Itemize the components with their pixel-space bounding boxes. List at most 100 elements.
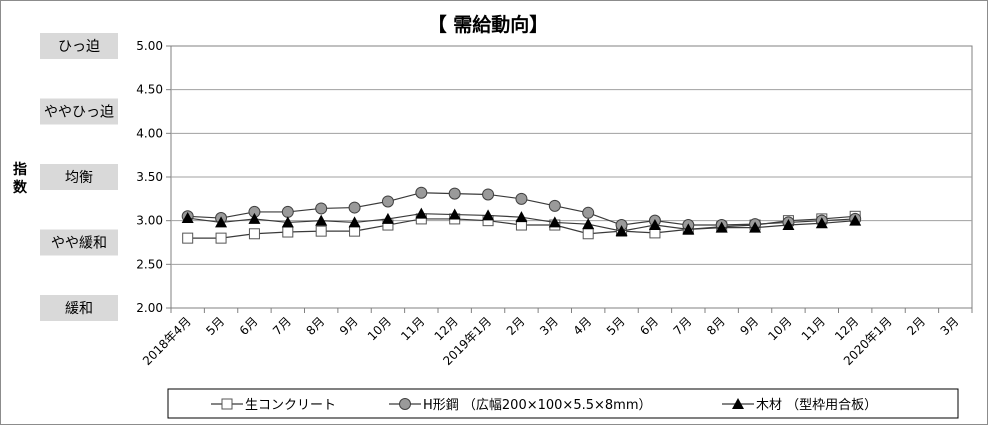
data-point xyxy=(248,228,260,240)
data-point xyxy=(448,187,461,200)
data-point xyxy=(749,221,762,233)
data-point xyxy=(849,214,862,226)
data-point xyxy=(381,195,394,208)
y-tick-label: 3.50 xyxy=(136,170,163,184)
data-point xyxy=(415,207,428,219)
legend-item: H形鋼 （広幅200×100×5.5×8mm） xyxy=(389,398,651,413)
x-tick-label: 3月 xyxy=(938,314,962,338)
y-axis-label-char-1: 指 xyxy=(13,161,27,178)
level-band-label: 緩和 xyxy=(65,301,93,317)
data-point xyxy=(615,225,628,237)
series-layer xyxy=(181,186,862,244)
data-point xyxy=(582,228,594,240)
x-tick-label: 6月 xyxy=(637,314,661,338)
series-triangle xyxy=(181,207,862,237)
data-point xyxy=(582,218,595,230)
data-point xyxy=(315,225,327,237)
x-tick-label: 5月 xyxy=(203,314,227,338)
level-band-label: やや緩和 xyxy=(51,236,107,252)
x-tick-label: 7月 xyxy=(671,314,695,338)
data-point xyxy=(482,188,495,201)
x-tick-label: 2月 xyxy=(904,314,928,338)
x-tick-label: 3月 xyxy=(537,314,561,338)
data-point xyxy=(548,216,561,228)
data-point xyxy=(348,216,361,228)
level-band-box xyxy=(40,295,118,321)
x-tick-label: 12月 xyxy=(432,314,461,343)
data-point xyxy=(415,186,428,199)
legend-label: H形鋼 （広幅200×100×5.5×8mm） xyxy=(423,398,651,413)
data-point xyxy=(248,212,261,224)
x-tick-label: 8月 xyxy=(704,314,728,338)
level-band-label: ややひっ迫 xyxy=(44,105,114,121)
data-point xyxy=(648,219,661,231)
data-point xyxy=(315,214,328,226)
data-point xyxy=(715,221,728,233)
data-point xyxy=(215,232,227,244)
x-tick-label: 11月 xyxy=(799,314,828,343)
data-point xyxy=(282,226,294,238)
level-band-box xyxy=(40,33,118,59)
y-tick-label: 4.50 xyxy=(136,83,163,97)
legend-marker xyxy=(221,398,233,410)
data-point xyxy=(448,208,461,220)
legend: 生コンクリート H形鋼 （広幅200×100×5.5×8mm） 木材 （型枠用合板） xyxy=(167,388,959,419)
x-tick-label: 4月 xyxy=(571,314,595,338)
x-tick-label: 5月 xyxy=(604,314,628,338)
x-tick-label: 9月 xyxy=(737,314,761,338)
legend-item: 木材 （型枠用合板） xyxy=(722,398,877,413)
gridlines xyxy=(171,89,972,265)
legend-item: 生コンクリート xyxy=(211,398,336,413)
data-point xyxy=(682,223,695,235)
data-point xyxy=(281,216,294,228)
chart-title: 【 需給動向】 xyxy=(428,13,549,36)
data-point xyxy=(315,202,328,215)
y-tick-label: 2.50 xyxy=(136,257,163,271)
data-point xyxy=(215,216,228,228)
x-tick-label: 10月 xyxy=(365,314,394,343)
y-tick-label: 5.00 xyxy=(136,39,163,53)
level-band-label: 均衡 xyxy=(65,170,93,186)
x-tick-label: 11月 xyxy=(398,314,427,343)
legend-box xyxy=(167,388,959,419)
x-tick-label: 10月 xyxy=(765,314,794,343)
x-tick-label: 7月 xyxy=(270,314,294,338)
y-tick-label: 4.00 xyxy=(136,126,163,140)
y-axis-label: 指 数 xyxy=(13,161,28,196)
level-band-box xyxy=(40,98,118,125)
data-point xyxy=(182,232,194,244)
x-tick-label: 2月 xyxy=(504,314,528,338)
y-axis-label-char-2: 数 xyxy=(13,179,28,196)
data-point xyxy=(548,199,561,212)
data-point xyxy=(815,217,828,229)
y-tick-label: 2.00 xyxy=(136,301,163,315)
y-axis-ticks: 2.00 2.50 3.00 3.50 4.00 4.50 5.00 xyxy=(136,39,171,315)
legend-marker xyxy=(399,398,411,410)
data-point xyxy=(381,212,394,224)
x-tick-label: 2018年4月 xyxy=(140,314,194,368)
data-point xyxy=(782,219,795,231)
x-tick-label: 9月 xyxy=(337,314,361,338)
data-point xyxy=(515,192,528,205)
x-tick-label: 8月 xyxy=(304,314,328,338)
data-point xyxy=(349,225,361,237)
level-band-box xyxy=(40,229,118,256)
x-tick-label: 6月 xyxy=(237,314,261,338)
legend-marker xyxy=(732,398,744,409)
data-point xyxy=(181,212,194,224)
legend-label: 生コンクリート xyxy=(245,398,336,413)
data-point xyxy=(582,206,595,219)
data-point xyxy=(281,205,294,218)
level-band-label: ひっ迫 xyxy=(58,39,100,55)
x-tick-label: 12月 xyxy=(832,314,861,343)
data-point xyxy=(482,209,495,221)
level-band-box xyxy=(40,164,118,190)
data-point xyxy=(515,211,528,223)
legend-label: 木材 （型枠用合板） xyxy=(756,398,877,413)
data-point xyxy=(348,201,361,214)
y-tick-label: 3.00 xyxy=(136,214,163,228)
